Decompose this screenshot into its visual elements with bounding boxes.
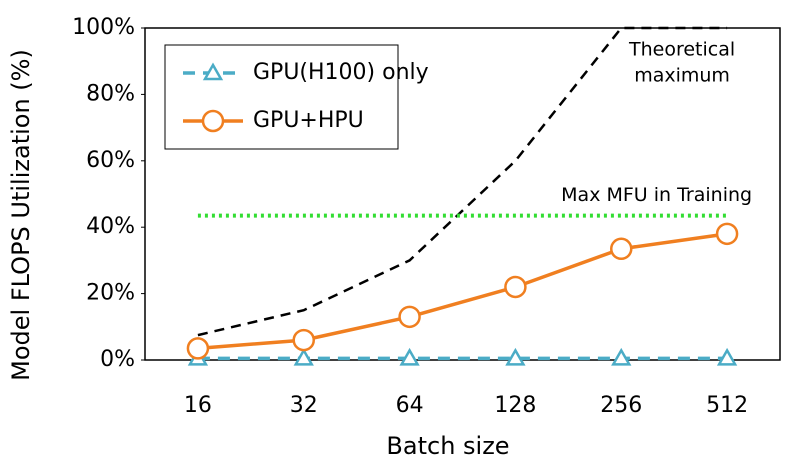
y-axis-label: Model FLOPS Utilization (%) <box>7 49 35 381</box>
x-axis-label: Batch size <box>386 432 509 460</box>
legend-marker <box>202 62 224 81</box>
point <box>611 347 632 366</box>
series-line <box>197 232 728 351</box>
legend-label: GPU+HPU <box>253 108 364 133</box>
reference-label: maximum <box>634 65 730 87</box>
point <box>715 222 739 246</box>
y-tick-label: 60% <box>86 148 135 173</box>
point <box>186 337 210 360</box>
x-tick-label: 256 <box>600 393 642 418</box>
x-tick-label: 512 <box>706 393 748 418</box>
legend-label: GPU(H100) only <box>253 60 429 85</box>
x-tick-label: 128 <box>494 393 536 418</box>
y-tick-label: 20% <box>86 281 135 306</box>
reference-line <box>197 26 728 337</box>
point <box>504 275 527 299</box>
point <box>293 347 314 366</box>
point <box>399 347 420 366</box>
point <box>398 305 421 329</box>
x-tick-label: 16 <box>184 393 212 418</box>
legend-marker <box>201 109 225 133</box>
y-tick-label: 40% <box>86 214 135 239</box>
point <box>505 347 526 366</box>
reference-label: Theoretical <box>628 39 735 61</box>
x-tick-label: 32 <box>290 393 318 418</box>
reference-label: Max MFU in Training <box>561 184 752 206</box>
point <box>292 328 315 352</box>
point <box>716 347 738 366</box>
y-tick-label: 100% <box>72 15 135 40</box>
legend-box <box>164 44 399 150</box>
y-tick-label: 80% <box>86 81 135 106</box>
point <box>610 237 633 261</box>
x-tick-label: 64 <box>396 393 424 418</box>
y-tick-label: 0% <box>100 347 135 372</box>
